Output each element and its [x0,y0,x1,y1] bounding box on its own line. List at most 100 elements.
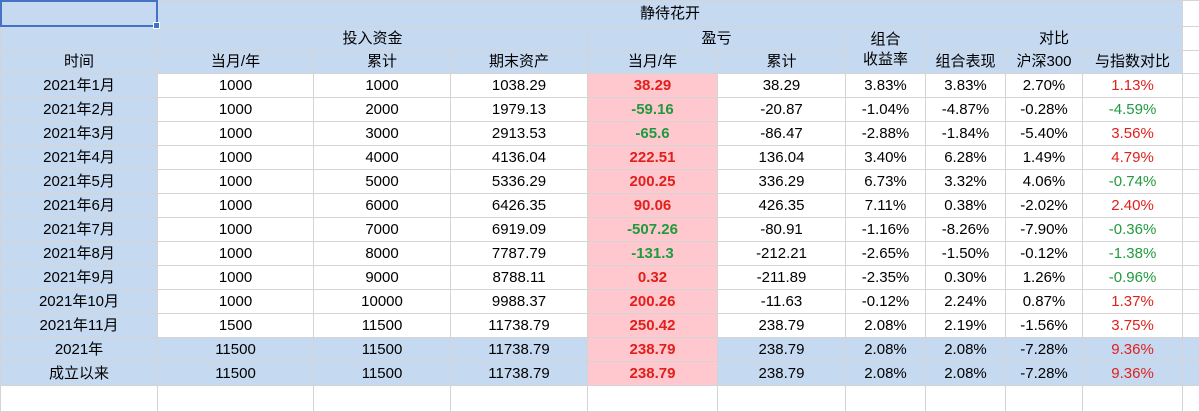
cell[interactable]: -80.91 [718,218,846,242]
cell[interactable]: 1000 [158,74,314,98]
cell[interactable]: 2021年6月 [1,194,158,218]
cell[interactable]: 4.06% [1006,170,1083,194]
cell[interactable]: 1.26% [1006,266,1083,290]
cell[interactable] [1183,27,1199,51]
cell[interactable] [1183,386,1199,412]
cell[interactable]: 200.25 [588,170,718,194]
cell[interactable]: 4000 [314,146,451,170]
cell[interactable]: 1500 [158,314,314,338]
cell[interactable] [1183,362,1199,386]
cell[interactable]: -1.04% [846,98,926,122]
cell[interactable]: 6.28% [926,146,1006,170]
cell[interactable]: -65.6 [588,122,718,146]
cell[interactable]: 11738.79 [451,362,588,386]
cell[interactable]: 238.79 [718,314,846,338]
cell[interactable] [718,386,846,412]
cell[interactable]: 7000 [314,218,451,242]
cell[interactable] [1183,146,1199,170]
cell[interactable]: 1000 [158,290,314,314]
cell[interactable]: 2021年8月 [1,242,158,266]
cell[interactable]: -211.89 [718,266,846,290]
cell[interactable]: 2.08% [846,338,926,362]
cell[interactable]: 336.29 [718,170,846,194]
cell[interactable]: -1.50% [926,242,1006,266]
cell[interactable] [1183,170,1199,194]
cell[interactable]: 426.35 [718,194,846,218]
cell[interactable]: 2021年7月 [1,218,158,242]
cell[interactable]: 38.29 [588,74,718,98]
cell[interactable]: 6426.35 [451,194,588,218]
cell[interactable]: 6000 [314,194,451,218]
cell[interactable]: -5.40% [1006,122,1083,146]
cell[interactable]: -11.63 [718,290,846,314]
cell[interactable]: 1000 [158,194,314,218]
cell[interactable]: 1.49% [1006,146,1083,170]
cell[interactable]: 3.75% [1083,314,1183,338]
cell[interactable] [588,386,718,412]
cell[interactable]: 0.87% [1006,290,1083,314]
cell[interactable]: 7787.79 [451,242,588,266]
cell[interactable]: 1.37% [1083,290,1183,314]
cell[interactable]: 6919.09 [451,218,588,242]
cell[interactable]: 200.26 [588,290,718,314]
cell[interactable] [1183,290,1199,314]
cell[interactable]: 11500 [314,338,451,362]
cell[interactable]: -2.65% [846,242,926,266]
cell[interactable]: 2.08% [926,338,1006,362]
cell[interactable]: -0.28% [1006,98,1083,122]
cell[interactable]: -0.12% [846,290,926,314]
cell[interactable]: 3.32% [926,170,1006,194]
cell[interactable] [1083,386,1183,412]
cell[interactable]: 1000 [158,242,314,266]
cell[interactable]: 1000 [158,122,314,146]
cell[interactable]: 10000 [314,290,451,314]
cell[interactable]: -0.74% [1083,170,1183,194]
cell[interactable]: 0.38% [926,194,1006,218]
cell[interactable] [158,386,314,412]
cell[interactable]: 1.13% [1083,74,1183,98]
cell[interactable]: 2.40% [1083,194,1183,218]
cell[interactable]: 250.42 [588,314,718,338]
cell[interactable] [1183,242,1199,266]
cell[interactable]: 3.83% [926,74,1006,98]
cell[interactable]: -2.02% [1006,194,1083,218]
cell[interactable]: 8788.11 [451,266,588,290]
cell[interactable] [314,386,451,412]
cell[interactable]: -8.26% [926,218,1006,242]
cell[interactable]: 1000 [314,74,451,98]
cell[interactable] [1006,386,1083,412]
cell[interactable] [1,27,158,51]
cell[interactable]: 1000 [158,218,314,242]
cell[interactable]: 0.30% [926,266,1006,290]
cell[interactable] [1183,338,1199,362]
cell[interactable]: 2021年11月 [1,314,158,338]
cell[interactable]: 0.32 [588,266,718,290]
cell[interactable]: 2.70% [1006,74,1083,98]
cell[interactable]: 9000 [314,266,451,290]
cell[interactable] [1183,314,1199,338]
cell[interactable]: -2.35% [846,266,926,290]
cell[interactable]: 5000 [314,170,451,194]
cell[interactable]: 2021年9月 [1,266,158,290]
cell[interactable] [1183,266,1199,290]
cell[interactable]: 1000 [158,266,314,290]
cell[interactable] [926,386,1006,412]
cell[interactable] [1183,122,1199,146]
cell[interactable]: -4.59% [1083,98,1183,122]
cell[interactable]: -86.47 [718,122,846,146]
cell[interactable]: 2000 [314,98,451,122]
cell[interactable]: 1038.29 [451,74,588,98]
cell[interactable]: 2913.53 [451,122,588,146]
cell[interactable]: 11500 [314,362,451,386]
cell[interactable]: 238.79 [718,338,846,362]
cell[interactable] [1183,194,1199,218]
cell[interactable]: 成立以来 [1,362,158,386]
cell[interactable]: 4.79% [1083,146,1183,170]
cell[interactable]: 2021年10月 [1,290,158,314]
cell[interactable]: 2.08% [846,362,926,386]
cell[interactable]: 2021年5月 [1,170,158,194]
cell[interactable]: 2.08% [926,362,1006,386]
cell[interactable]: -0.96% [1083,266,1183,290]
cell[interactable]: 90.06 [588,194,718,218]
cell[interactable]: 238.79 [718,362,846,386]
